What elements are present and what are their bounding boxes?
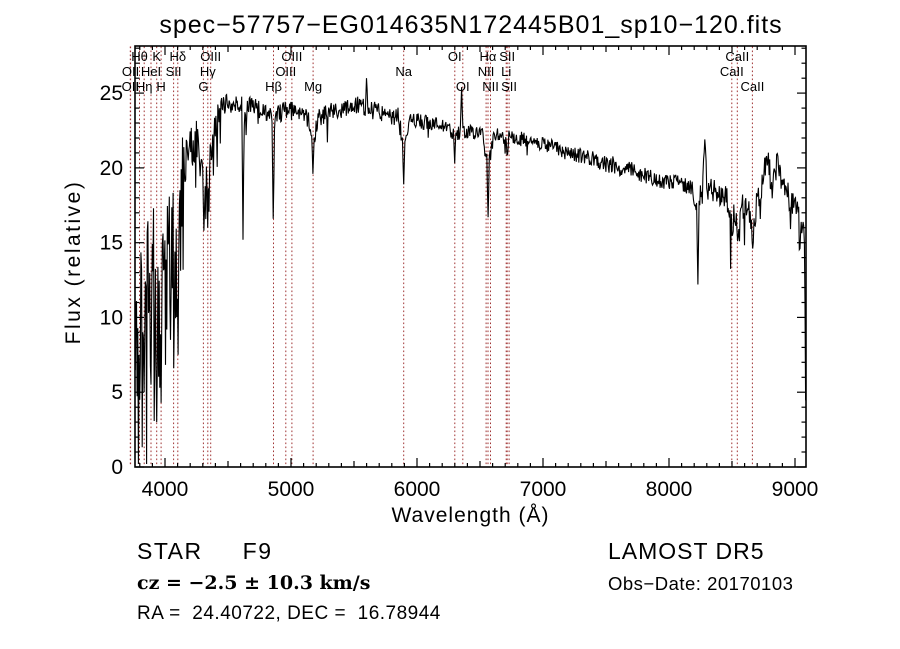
line-label-NII: NII — [482, 79, 499, 94]
object-type-label: STAR — [137, 538, 203, 564]
line-label-Hη: Hη — [136, 79, 153, 94]
x-axis-title: Wavelength (Å) — [391, 504, 550, 527]
line-label-OIII: OIII — [200, 49, 221, 64]
spectrum-trace — [135, 78, 806, 465]
obs-date-label: Obs−Date: 20170103 — [608, 573, 794, 594]
y-tick-label: 0 — [111, 456, 123, 479]
line-label-Hβ: Hβ — [265, 79, 282, 94]
y-tick-label: 10 — [100, 306, 123, 329]
line-label-OIII: OIII — [281, 49, 302, 64]
line-label-HeI: HeI — [141, 64, 161, 79]
ra-dec-label: RA = 24.40722, DEC = 16.78944 — [137, 603, 441, 624]
x-tick-label: 8000 — [646, 478, 693, 501]
line-label-CaII: CaII — [740, 79, 764, 94]
line-label-Hγ: Hγ — [200, 64, 216, 79]
line-label-H: H — [156, 79, 165, 94]
line-label-Hα: Hα — [480, 49, 497, 64]
line-label-Hδ: Hδ — [169, 49, 186, 64]
line-label-Mg: Mg — [304, 79, 322, 94]
y-tick-label: 5 — [111, 381, 123, 404]
spectral-line-labels: OIIOIIHθHηHeIKHSIIHδGHγOIIIHβOIIIOIIIMgN… — [122, 49, 765, 94]
line-label-OI: OI — [456, 79, 470, 94]
plot-frame — [134, 45, 807, 468]
object-classification: STAR F9 — [137, 538, 272, 565]
line-label-SII: SII — [501, 79, 517, 94]
line-label-Hθ: Hθ — [131, 49, 148, 64]
line-label-Na: Na — [395, 64, 412, 79]
x-tick-label: 6000 — [394, 478, 441, 501]
x-tick-label: 9000 — [772, 478, 819, 501]
line-label-OII: OII — [122, 64, 139, 79]
line-label-CaII: CaII — [725, 49, 749, 64]
y-tick-label: 20 — [100, 157, 123, 180]
object-subclass-label: F9 — [242, 538, 273, 564]
cz-velocity-label: cz = −2.5 ± 10.3 km/s — [137, 572, 371, 594]
line-label-CaII: CaII — [720, 64, 744, 79]
line-label-G: G — [198, 79, 208, 94]
line-label-SII: SII — [499, 49, 515, 64]
line-label-SII: SII — [166, 64, 182, 79]
line-label-OIII: OIII — [275, 64, 296, 79]
y-tick-label: 25 — [100, 82, 123, 105]
survey-release-label: LAMOST DR5 — [608, 538, 765, 564]
tick-labels: 4000 5000 6000 7000 8000 9000 0 5 10 15 20 25 — [100, 82, 819, 501]
line-label-Li: Li — [501, 64, 511, 79]
axis-ticks — [135, 46, 806, 468]
x-tick-label: 5000 — [268, 478, 315, 501]
line-label-OII: OII — [122, 79, 139, 94]
line-label-K: K — [152, 49, 161, 64]
spectral-line-markers — [129, 46, 753, 467]
x-tick-label: 7000 — [520, 478, 567, 501]
x-tick-label: 4000 — [142, 478, 189, 501]
line-label-OI: OI — [448, 49, 462, 64]
line-label-NII: NII — [478, 64, 495, 79]
plot-title: spec−57757−EG014635N172445B01_sp10−120.f… — [159, 11, 783, 39]
y-tick-label: 15 — [100, 232, 123, 255]
